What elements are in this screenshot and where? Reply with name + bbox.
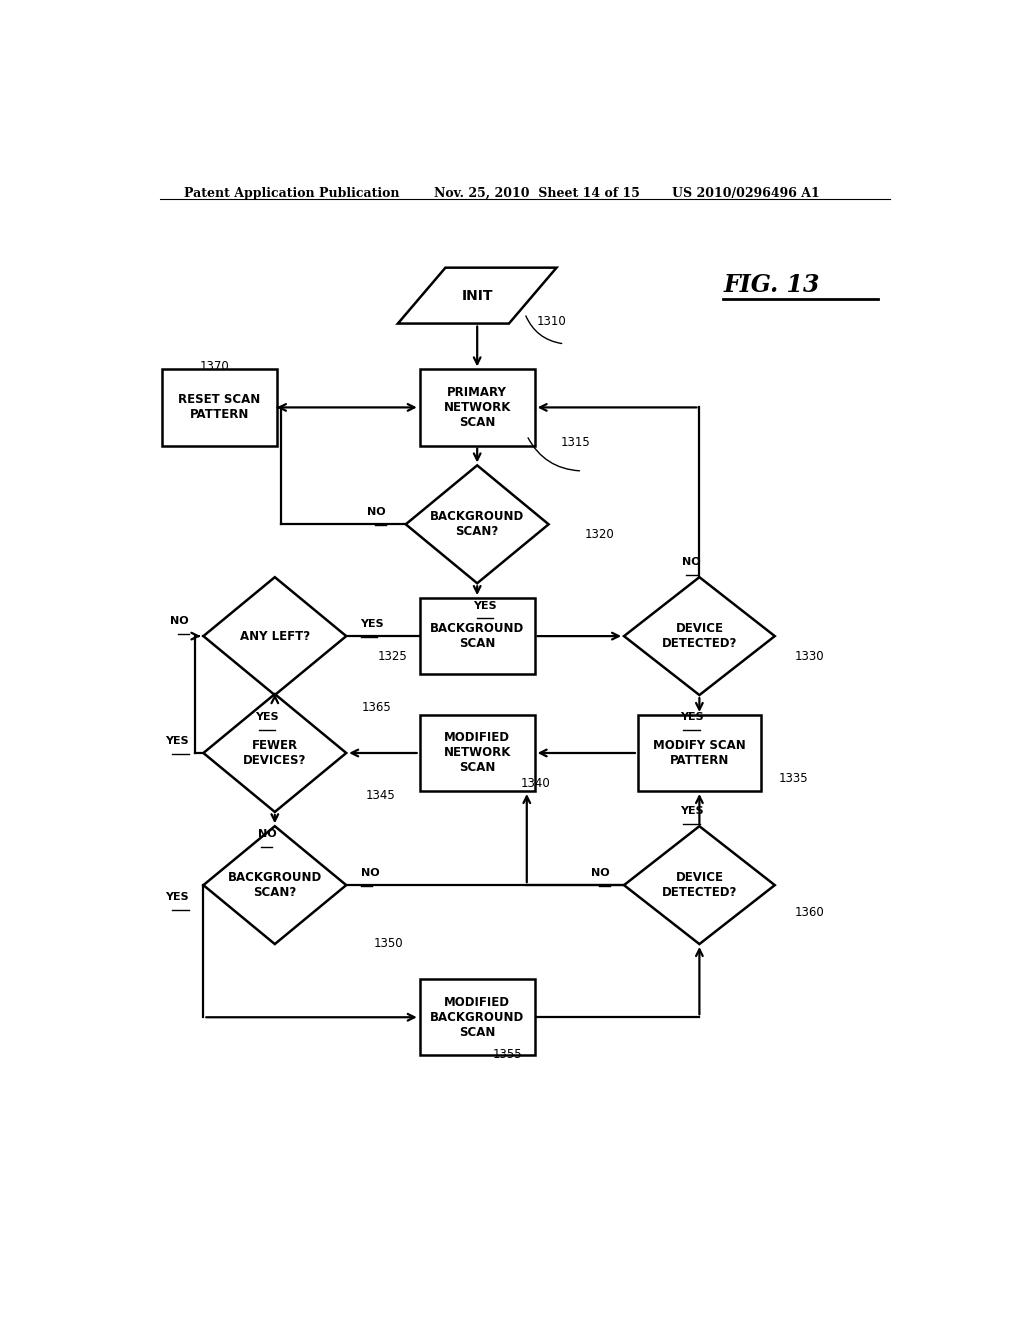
Text: 1360: 1360 [795,906,824,919]
Text: MODIFIED
BACKGROUND
SCAN: MODIFIED BACKGROUND SCAN [430,995,524,1039]
Text: 1340: 1340 [521,777,551,789]
Text: NO: NO [591,869,609,878]
Polygon shape [204,694,346,812]
Text: YES: YES [680,713,703,722]
FancyBboxPatch shape [420,715,535,791]
FancyBboxPatch shape [162,370,276,446]
Text: YES: YES [680,807,703,816]
Text: FEWER
DEVICES?: FEWER DEVICES? [243,739,306,767]
Text: DEVICE
DETECTED?: DEVICE DETECTED? [662,871,737,899]
Text: 1350: 1350 [374,937,403,949]
Text: YES: YES [166,892,189,903]
Text: MODIFIED
NETWORK
SCAN: MODIFIED NETWORK SCAN [443,731,511,775]
Text: Patent Application Publication: Patent Application Publication [183,187,399,199]
Text: FIG. 13: FIG. 13 [723,273,819,297]
Text: 1310: 1310 [537,314,566,327]
Polygon shape [406,466,549,583]
Text: PRIMARY
NETWORK
SCAN: PRIMARY NETWORK SCAN [443,385,511,429]
Text: NO: NO [368,507,386,517]
Text: NO: NO [360,869,379,878]
Text: RESET SCAN
PATTERN: RESET SCAN PATTERN [178,393,260,421]
Text: Nov. 25, 2010  Sheet 14 of 15: Nov. 25, 2010 Sheet 14 of 15 [433,187,639,199]
Text: 1370: 1370 [200,360,229,374]
Polygon shape [624,826,775,944]
Text: INIT: INIT [462,289,493,302]
Text: BACKGROUND
SCAN?: BACKGROUND SCAN? [227,871,322,899]
Text: YES: YES [360,619,384,628]
Text: 1325: 1325 [378,649,408,663]
FancyBboxPatch shape [420,598,535,675]
Polygon shape [204,826,346,944]
Text: DEVICE
DETECTED?: DEVICE DETECTED? [662,622,737,651]
Text: 1345: 1345 [367,789,396,803]
Polygon shape [397,268,557,323]
Text: US 2010/0296496 A1: US 2010/0296496 A1 [672,187,819,199]
Text: YES: YES [166,735,189,746]
Text: 1365: 1365 [362,701,392,714]
Text: NO: NO [170,616,189,626]
Text: 1320: 1320 [585,528,614,541]
Polygon shape [624,577,775,696]
FancyBboxPatch shape [420,370,535,446]
Text: 1315: 1315 [560,437,590,450]
Text: NO: NO [258,829,276,840]
Text: YES: YES [255,713,279,722]
FancyBboxPatch shape [638,715,761,791]
Text: ANY LEFT?: ANY LEFT? [240,630,310,643]
Text: 1355: 1355 [494,1048,522,1061]
Text: NO: NO [682,557,700,566]
Polygon shape [204,577,346,696]
Text: BACKGROUND
SCAN: BACKGROUND SCAN [430,622,524,651]
Text: YES: YES [473,601,497,611]
Text: 1335: 1335 [778,772,808,785]
Text: BACKGROUND
SCAN?: BACKGROUND SCAN? [430,511,524,539]
Text: MODIFY SCAN
PATTERN: MODIFY SCAN PATTERN [653,739,745,767]
FancyBboxPatch shape [420,979,535,1056]
Text: 1330: 1330 [795,649,824,663]
